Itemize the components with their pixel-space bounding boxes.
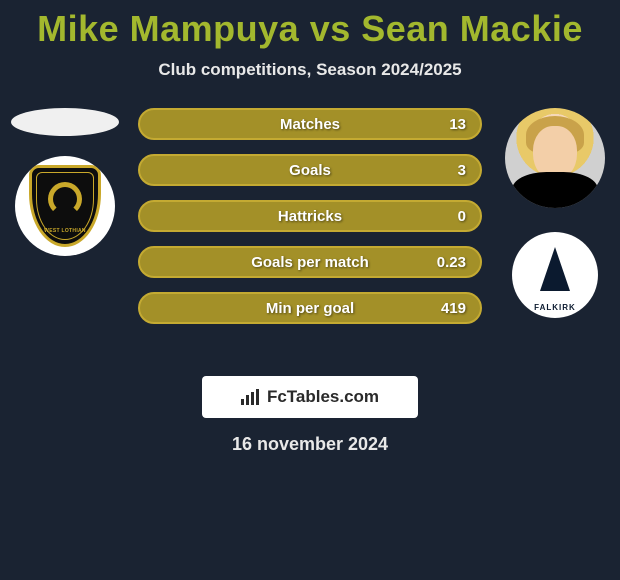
stat-value: 13 bbox=[449, 116, 466, 133]
stat-bar-min-per-goal: Min per goal 419 bbox=[138, 292, 482, 324]
stat-value: 419 bbox=[441, 300, 466, 317]
stat-label: Min per goal bbox=[266, 300, 354, 317]
stat-value: 0 bbox=[458, 208, 466, 225]
brand-text: FcTables.com bbox=[267, 387, 379, 407]
right-column: FALKIRK bbox=[490, 108, 620, 318]
stat-value: 0.23 bbox=[437, 254, 466, 271]
player1-placeholder bbox=[11, 108, 119, 136]
stat-bar-goals-per-match: Goals per match 0.23 bbox=[138, 246, 482, 278]
left-column: WEST LOTHIAN bbox=[0, 108, 130, 256]
page-title: Mike Mampuya vs Sean Mackie bbox=[0, 0, 620, 50]
stat-bar-matches: Matches 13 bbox=[138, 108, 482, 140]
subtitle: Club competitions, Season 2024/2025 bbox=[0, 60, 620, 80]
crest1-text: WEST LOTHIAN bbox=[32, 228, 98, 234]
stat-label: Goals per match bbox=[251, 254, 369, 271]
crest2-text: FALKIRK bbox=[534, 303, 576, 312]
stat-label: Goals bbox=[289, 162, 331, 179]
stat-bar-goals: Goals 3 bbox=[138, 154, 482, 186]
bar-chart-icon bbox=[241, 389, 261, 405]
stat-bars: Matches 13 Goals 3 Hattricks 0 Goals per… bbox=[138, 108, 482, 324]
stat-value: 3 bbox=[458, 162, 466, 179]
date-label: 16 november 2024 bbox=[0, 434, 620, 455]
comparison-area: WEST LOTHIAN FALKIRK Matches 13 Goals 3 … bbox=[0, 108, 620, 358]
shield-icon: WEST LOTHIAN bbox=[29, 165, 101, 247]
stat-label: Matches bbox=[280, 116, 340, 133]
stat-bar-hattricks: Hattricks 0 bbox=[138, 200, 482, 232]
player1-club-crest: WEST LOTHIAN bbox=[15, 156, 115, 256]
player2-photo bbox=[505, 108, 605, 208]
player2-club-crest: FALKIRK bbox=[512, 232, 598, 318]
stat-label: Hattricks bbox=[278, 208, 342, 225]
brand-badge: FcTables.com bbox=[202, 376, 418, 418]
steeple-icon bbox=[540, 247, 570, 291]
